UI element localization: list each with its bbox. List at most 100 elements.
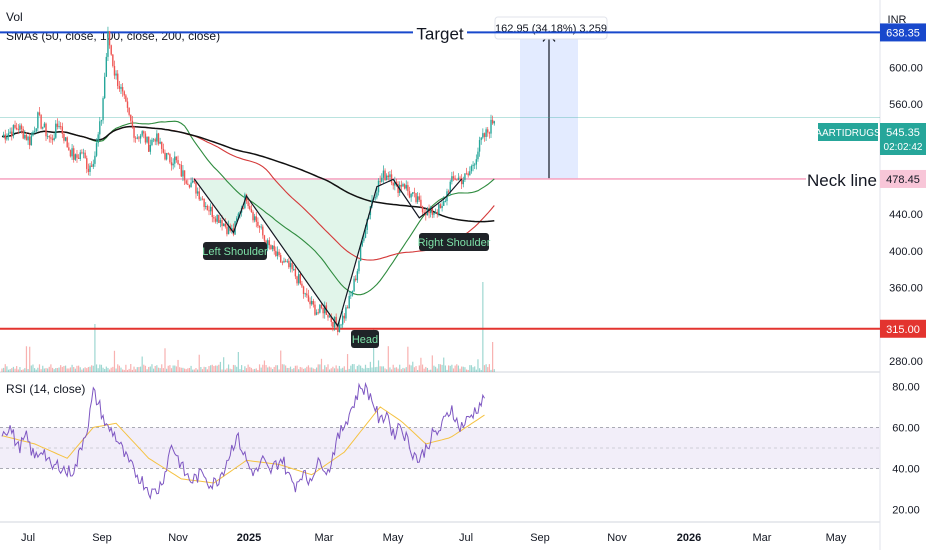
volume-bar — [348, 368, 350, 372]
volume-bar — [43, 368, 45, 372]
left-shoulder-label-bg — [203, 242, 267, 260]
candle-body — [275, 250, 277, 256]
candle-body — [443, 201, 445, 206]
volume-bar — [105, 366, 107, 372]
volume-bar — [343, 366, 345, 372]
candle-body — [180, 164, 182, 177]
rsi-lines — [1, 381, 485, 500]
volume-bar — [353, 364, 355, 372]
candle-body — [113, 66, 116, 76]
candle-body — [429, 207, 432, 214]
volume-bar — [315, 367, 318, 372]
volume-bar — [180, 367, 182, 372]
candle-body — [252, 212, 254, 221]
pattern-lines — [193, 178, 463, 328]
candle-body — [205, 205, 207, 207]
candle-body — [82, 152, 85, 154]
volume-bar — [428, 369, 430, 372]
candle-body — [387, 175, 390, 178]
volume-bar — [97, 368, 99, 372]
candle-body — [358, 261, 360, 272]
volume-bar — [27, 368, 29, 372]
candle-body — [407, 185, 409, 192]
volume-bar — [214, 365, 217, 372]
head-label: Head — [352, 334, 378, 346]
volume-bar — [265, 365, 267, 372]
candle-body — [283, 260, 285, 263]
volume-bar — [470, 365, 473, 372]
candle-body — [20, 125, 23, 130]
candle-body — [45, 123, 47, 137]
candle-body — [341, 315, 344, 325]
rsi-tick-label: 60.00 — [892, 422, 920, 434]
volume-bar — [355, 369, 357, 372]
volume-bar — [152, 368, 155, 372]
pattern-area — [194, 178, 384, 327]
candle-body — [376, 192, 378, 198]
volume-bar — [42, 365, 44, 372]
volume-bar — [306, 366, 308, 372]
candle-body — [64, 137, 67, 141]
volume-bar — [322, 369, 324, 372]
measure-box[interactable]: 162.95 (34.18%) 3,259 — [494, 16, 608, 180]
volume-bar — [213, 366, 215, 372]
candle-body — [56, 123, 59, 127]
candle-body — [167, 153, 169, 155]
candle-body — [480, 137, 482, 141]
candle-body — [291, 263, 293, 270]
candle-body — [255, 216, 257, 222]
volume-bar — [81, 369, 83, 372]
volume-bar — [216, 365, 218, 372]
candle-body — [332, 321, 334, 328]
volume-bar — [38, 364, 41, 372]
rsi-band — [0, 427, 880, 469]
volume-bar — [389, 367, 391, 372]
candle-body — [394, 181, 396, 186]
time-tick-label: May — [383, 532, 404, 544]
volume-bar — [404, 368, 406, 372]
level-lines[interactable]: Target Neck line — [0, 24, 880, 330]
candle-body — [112, 54, 114, 67]
volume-bar — [66, 368, 68, 372]
price-tick-label: 360.00 — [889, 283, 923, 295]
candle-body — [125, 95, 127, 102]
volume-bar — [3, 367, 5, 372]
candle-body — [84, 152, 86, 159]
rsi-tick-label: 40.00 — [892, 464, 920, 476]
measure-label-box — [494, 16, 608, 40]
volume-bar — [56, 368, 59, 372]
volume-bar — [76, 365, 78, 372]
candle-body — [294, 269, 297, 277]
volume-bar — [229, 368, 231, 372]
volume-bar — [250, 367, 252, 372]
time-tick-label: Mar — [753, 532, 772, 544]
candle-body — [66, 137, 68, 148]
candle-body — [485, 129, 487, 137]
volume-bar — [350, 365, 352, 372]
candle-body — [270, 245, 272, 250]
time-tick-label: Sep — [530, 532, 550, 544]
volume-bar — [286, 367, 288, 372]
rsi-legend[interactable]: RSI (14, close) — [6, 382, 86, 396]
candle-body — [227, 225, 230, 235]
volume-bar — [384, 368, 386, 372]
candle-body — [7, 133, 10, 137]
volume-bar — [356, 365, 358, 372]
candle-body — [478, 140, 481, 152]
candle-body — [260, 226, 262, 228]
candle-body — [226, 226, 228, 235]
candle-body — [12, 125, 15, 137]
vol-legend[interactable]: Vol — [6, 10, 23, 24]
candle-body — [418, 196, 420, 200]
time-tick-label: Sep — [92, 532, 112, 544]
volume-bar — [314, 368, 316, 372]
volume-bar — [268, 366, 270, 372]
candle-body — [43, 123, 46, 128]
candle-body — [48, 136, 50, 138]
currency-label: INR — [888, 14, 907, 26]
time-tick-label: 2025 — [237, 532, 261, 544]
annotations[interactable]: 638.35 478.45 315.00 AARTIDRUGS 545.35 02:02:… — [202, 23, 926, 348]
candle-body — [286, 260, 288, 262]
volume-bar — [99, 364, 101, 372]
